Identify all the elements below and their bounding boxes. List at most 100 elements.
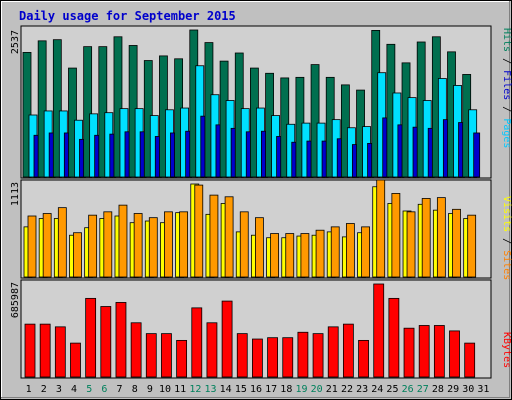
day-label: 9 xyxy=(147,384,153,395)
sites-bar xyxy=(285,233,295,278)
kbytes-bar xyxy=(327,326,339,378)
visits-bars xyxy=(23,179,477,278)
day-label: 20 xyxy=(311,384,323,395)
hits-axis-label-hits: Hits xyxy=(501,28,512,52)
kbytes-bar xyxy=(115,302,127,378)
kbytes-bar xyxy=(388,297,400,378)
hits-bar xyxy=(98,46,108,178)
day-label: 1 xyxy=(26,384,32,395)
hits-bar xyxy=(83,46,93,178)
sites-bar xyxy=(148,217,158,278)
day-label: 3 xyxy=(56,384,62,395)
day-label: 30 xyxy=(462,384,474,395)
day-label: 31 xyxy=(477,384,489,395)
day-label: 26 xyxy=(402,384,414,395)
sites-bar xyxy=(224,196,234,278)
day-label: 27 xyxy=(417,384,429,395)
kbytes-bar xyxy=(358,339,369,378)
sites-bar xyxy=(57,207,67,278)
kbytes-bar xyxy=(252,338,263,378)
day-labels: 1 2 3 4 5 6 7 8 9 10 11 12 13 14 15 16 17 18 19 20 21 22 23 24 2… xyxy=(26,384,490,395)
sites-bar xyxy=(406,211,416,278)
day-label: 7 xyxy=(117,384,123,395)
sites-bar xyxy=(179,211,189,278)
day-label: 12 xyxy=(189,384,201,395)
kbytes-bar xyxy=(161,333,172,378)
kbytes-bar xyxy=(39,323,51,378)
kbytes-axis-label: KBytes xyxy=(501,332,512,368)
kbytes-bar xyxy=(206,322,218,378)
day-label: 15 xyxy=(235,384,247,395)
day-label: 8 xyxy=(132,384,138,395)
sites-bar xyxy=(27,215,37,278)
hits-axis-label: Hits / Files / Pages xyxy=(501,28,512,148)
kbytes-bar xyxy=(418,325,430,378)
kbytes-bar xyxy=(312,333,324,378)
day-label: 11 xyxy=(174,384,186,395)
sites-bar xyxy=(436,197,446,278)
kbytes-bar xyxy=(433,325,445,378)
sites-bar xyxy=(164,211,173,278)
hits-bar xyxy=(52,39,62,178)
kbytes-bar xyxy=(221,300,233,378)
day-label: 2 xyxy=(41,384,47,395)
day-label: 14 xyxy=(220,384,232,395)
kbytes-bar xyxy=(24,323,36,378)
day-label: 16 xyxy=(250,384,262,395)
kbytes-bar xyxy=(449,330,460,378)
kbytes-bars xyxy=(24,283,476,378)
day-label: 25 xyxy=(386,384,398,395)
sites-bar xyxy=(209,194,219,278)
hits-axis-label-files: Files xyxy=(501,70,512,100)
sites-bar xyxy=(315,229,325,278)
hits-max-label: 2537 xyxy=(10,30,21,54)
sites-bar xyxy=(376,179,386,278)
day-label: 18 xyxy=(280,384,292,395)
hits-bars xyxy=(22,29,481,178)
day-label: 29 xyxy=(447,384,459,395)
hits-bar xyxy=(113,36,123,178)
kbytes-bar xyxy=(85,297,97,378)
sites-bar xyxy=(194,184,204,278)
day-label: 19 xyxy=(295,384,307,395)
day-label: 23 xyxy=(356,384,368,395)
chart-title: Daily usage for September 2015 xyxy=(19,9,236,23)
visits-axis-label-sites: Sites xyxy=(501,250,512,280)
kbytes-bar xyxy=(297,331,309,378)
kbytes-bar xyxy=(464,342,476,378)
hits-bar xyxy=(310,64,320,178)
kbytes-bar xyxy=(403,327,415,378)
day-label: 13 xyxy=(204,384,216,395)
kbytes-bar xyxy=(282,337,294,378)
visits-max-label: 1113 xyxy=(10,182,21,206)
kbytes-bar xyxy=(54,326,66,378)
hits-bar xyxy=(37,40,47,178)
sites-bar xyxy=(452,208,461,278)
hits-axis-label-pages: Pages xyxy=(501,118,512,148)
sites-bar xyxy=(103,211,113,278)
kbytes-bar xyxy=(130,322,142,378)
sites-bar xyxy=(88,214,98,278)
sites-bar xyxy=(118,204,128,278)
pages-bar xyxy=(473,132,481,178)
day-label: 10 xyxy=(159,384,171,395)
sites-bar xyxy=(133,213,143,278)
kbytes-bar xyxy=(191,307,203,378)
day-label: 24 xyxy=(371,384,383,395)
kbytes-bar xyxy=(236,333,248,378)
sites-bar xyxy=(73,232,82,278)
day-label: 4 xyxy=(71,384,77,395)
day-label: 5 xyxy=(86,384,92,395)
sites-bar xyxy=(270,233,279,278)
day-label: 28 xyxy=(432,384,444,395)
kbytes-bar xyxy=(373,283,385,378)
day-label: 22 xyxy=(341,384,353,395)
sites-bar xyxy=(330,226,340,278)
sites-bar xyxy=(239,211,249,278)
kbytes-bar xyxy=(176,339,188,378)
day-label: 6 xyxy=(101,384,107,395)
sites-bar xyxy=(467,214,477,278)
sites-bar xyxy=(255,217,264,278)
kbytes-bar xyxy=(342,323,354,378)
